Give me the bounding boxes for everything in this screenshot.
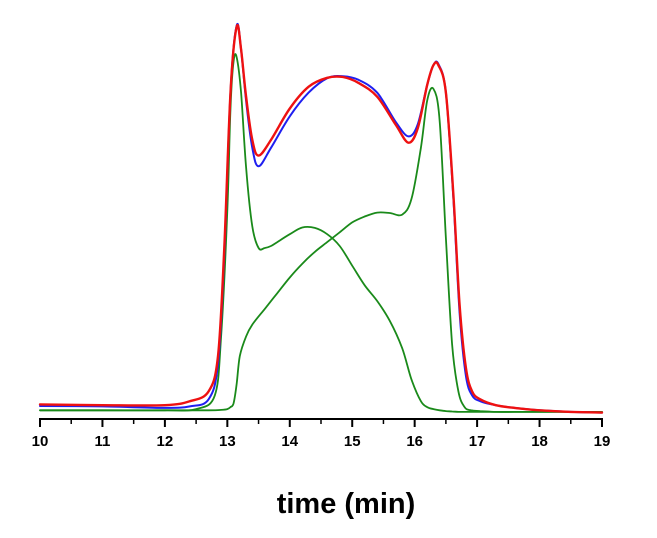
x-tick-label: 15 (344, 433, 361, 450)
series-layer (38, 22, 604, 414)
series-1-line (38, 23, 604, 414)
x-tick-label: 16 (406, 433, 423, 450)
series-2-line (39, 53, 603, 413)
x-axis-ticks: 10 11 12 13 14 15 16 17 18 19 (32, 419, 611, 450)
x-tick-label: 19 (594, 433, 611, 450)
x-tick-label: 17 (469, 433, 486, 450)
x-axis-title: time (min) (277, 488, 416, 520)
x-tick-label: 12 (157, 433, 174, 450)
x-tick-label: 13 (219, 433, 236, 450)
x-tick-label: 10 (32, 433, 49, 450)
x-tick-label: 14 (281, 433, 298, 450)
series-0-line (39, 22, 603, 414)
x-tick-label: 18 (531, 433, 548, 450)
series-3-line (39, 86, 603, 413)
x-tick-label: 11 (95, 433, 111, 450)
